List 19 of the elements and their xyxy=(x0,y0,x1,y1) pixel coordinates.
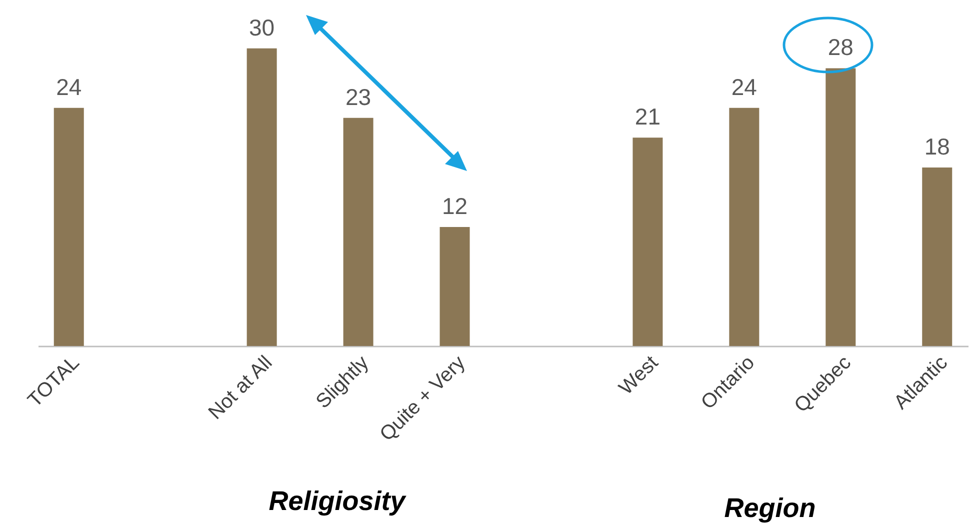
bar xyxy=(826,68,856,346)
x-tick-label: Not at All xyxy=(204,352,277,424)
text: Region xyxy=(724,493,816,524)
bar xyxy=(54,108,84,346)
bar xyxy=(246,48,277,346)
bar xyxy=(922,167,952,346)
data-label: 30 xyxy=(249,14,275,40)
data-label: 24 xyxy=(731,74,758,100)
data-label: 24 xyxy=(56,74,82,100)
text: Religiosity xyxy=(268,486,406,517)
data-label: 23 xyxy=(345,84,372,110)
data-label: 18 xyxy=(924,133,950,160)
data-label: 12 xyxy=(442,192,468,219)
data-label: 21 xyxy=(634,104,661,130)
bar xyxy=(729,108,760,346)
data-label: 28 xyxy=(828,34,854,60)
bar xyxy=(343,118,374,346)
bar xyxy=(440,226,470,346)
bar xyxy=(632,138,663,346)
